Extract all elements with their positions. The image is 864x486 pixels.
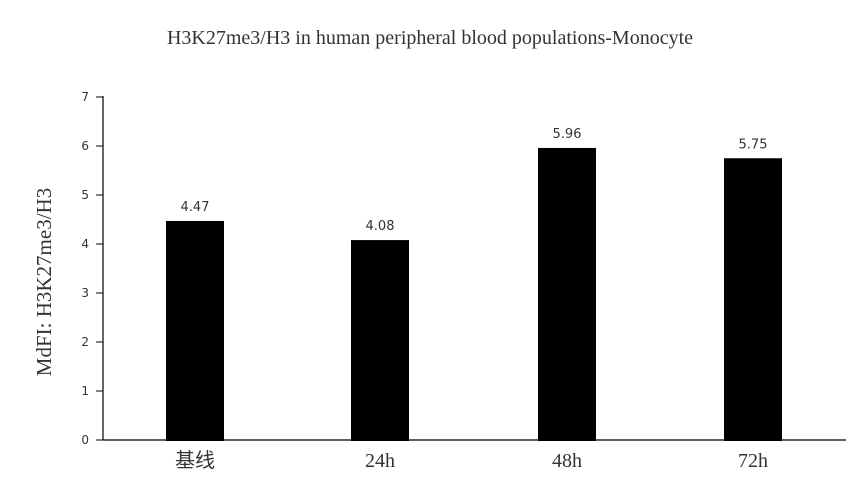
y-tick-label-1: 1 [81, 384, 89, 398]
bar-0 [166, 220, 224, 441]
plot-area: 0 1 2 3 4 5 6 7 基线 24h 48h 72h 4.47 4.08 5.96 5.75 [81, 90, 846, 472]
y-tick-label-2: 2 [81, 335, 89, 349]
data-label-3: 5.75 [739, 137, 768, 152]
x-tick-label-3: 72h [738, 450, 768, 472]
x-tick-label-0: 基线 [175, 449, 215, 472]
x-tick-label-2: 48h [552, 450, 582, 472]
chart-title: H3K27me3/H3 in human peripheral blood po… [167, 27, 693, 49]
y-axis-title: MdFI: H3K27me3/H3 [32, 188, 56, 376]
data-label-1: 4.08 [366, 219, 395, 234]
y-tick-label-5: 5 [81, 188, 89, 202]
bar-2 [538, 147, 596, 441]
y-tick-label-7: 7 [81, 90, 89, 104]
y-tick-label-4: 4 [81, 237, 89, 251]
y-tick-label-0: 0 [81, 433, 89, 447]
data-label-0: 4.47 [181, 200, 210, 215]
y-tick-label-3: 3 [81, 286, 89, 300]
bar-3 [724, 158, 782, 441]
x-tick-label-1: 24h [365, 450, 395, 472]
bar-1 [351, 240, 409, 441]
y-tick-label-6: 6 [81, 139, 89, 153]
data-label-2: 5.96 [553, 127, 582, 142]
